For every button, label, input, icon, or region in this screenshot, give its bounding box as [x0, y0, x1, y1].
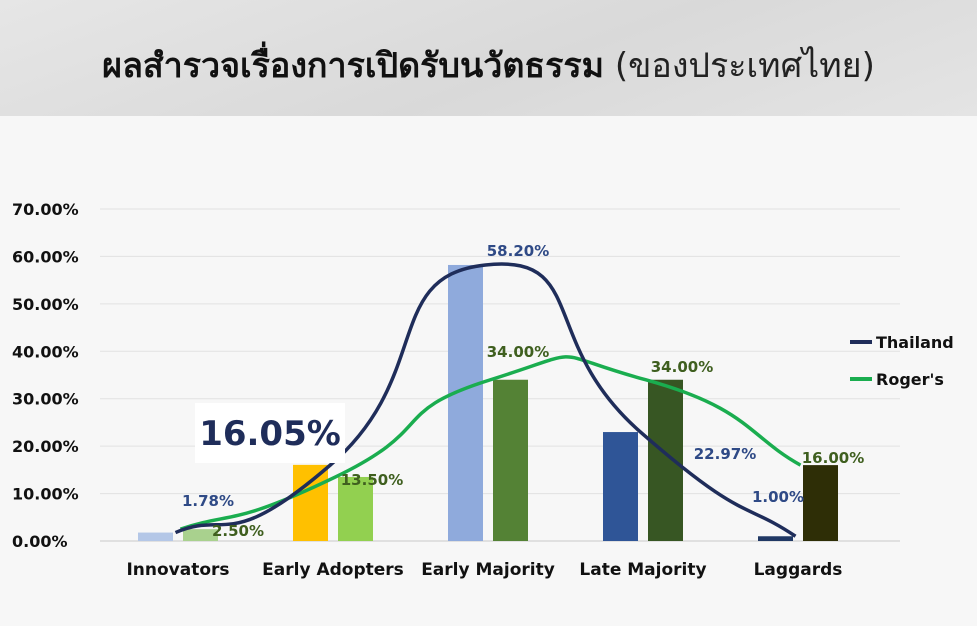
bar-thailand	[293, 464, 328, 541]
title-banner	[0, 0, 977, 116]
callout-box	[195, 403, 345, 463]
x-tick-label: Early Adopters	[262, 560, 404, 580]
bar-rogers	[338, 476, 373, 541]
bar-rogers	[493, 379, 528, 541]
bar-rogers	[648, 379, 683, 541]
y-tick-label: 70.00%	[12, 200, 79, 219]
thailand-curve	[174, 262, 797, 538]
x-tick-label: Early Majority	[421, 560, 555, 580]
data-label-thailand: 58.20%	[487, 242, 549, 260]
y-tick-label: 50.00%	[12, 295, 79, 314]
bar-thailand	[758, 536, 793, 541]
y-tick-label: 20.00%	[12, 437, 79, 456]
y-tick-label: 60.00%	[12, 247, 79, 266]
bar-thailand	[138, 532, 173, 541]
x-tick-label: Late Majority	[579, 560, 706, 580]
data-label-thailand: 1.00%	[752, 488, 804, 506]
legend-label-rogers: Roger's	[876, 370, 944, 389]
callout-value: 16.05%	[199, 414, 341, 454]
data-label-rogers: 16.00%	[802, 449, 864, 467]
title-main: ผลสำรวจเรื่องการเปิดรับนวัตธรรม	[102, 46, 605, 86]
data-label-rogers: 34.00%	[651, 358, 713, 376]
page-title: ผลสำรวจเรื่องการเปิดรับนวัตธรรม (ของประเ…	[0, 38, 977, 92]
y-tick-label: 40.00%	[12, 342, 79, 361]
bar-rogers	[803, 465, 838, 541]
legend-label-thailand: Thailand	[876, 333, 954, 352]
data-label-thailand: 22.97%	[694, 445, 756, 463]
rogers-curve	[179, 355, 802, 531]
data-label-thailand: 1.78%	[182, 492, 234, 510]
bar-thailand	[448, 264, 483, 541]
x-tick-label: Laggards	[754, 560, 843, 580]
title-sub: (ของประเทศไทย)	[614, 46, 875, 86]
x-tick-label: Innovators	[126, 560, 229, 580]
y-tick-label: 30.00%	[12, 390, 79, 409]
data-label-rogers: 13.50%	[341, 471, 403, 489]
bar-thailand	[603, 432, 638, 541]
data-label-rogers: 34.00%	[487, 343, 549, 361]
data-label-rogers: 2.50%	[212, 522, 264, 540]
y-tick-label: 0.00%	[12, 532, 68, 551]
y-tick-label: 10.00%	[12, 485, 79, 504]
bar-rogers	[183, 529, 218, 541]
